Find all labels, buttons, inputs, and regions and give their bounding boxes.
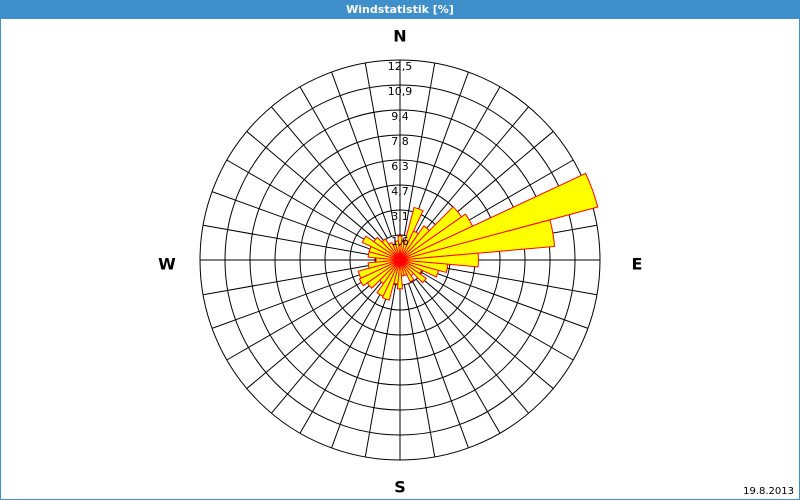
grid-spoke bbox=[403, 62, 436, 236]
wind-bar bbox=[399, 259, 427, 284]
wind-bar bbox=[388, 241, 401, 261]
wind-bar bbox=[396, 259, 404, 290]
grid-spoke bbox=[271, 278, 385, 414]
chart-title: Windstatistik [%] bbox=[346, 3, 454, 16]
grid-spoke bbox=[226, 159, 379, 248]
grid-spoke bbox=[211, 191, 377, 252]
wind-bar bbox=[381, 238, 401, 261]
grid-spoke bbox=[364, 62, 397, 236]
wind-bar bbox=[358, 259, 401, 287]
grid-spoke bbox=[415, 278, 529, 414]
wind-bar bbox=[357, 259, 401, 279]
wind-bar bbox=[399, 172, 599, 261]
wind-bar bbox=[399, 252, 479, 268]
plot: 1,6 3,1 4,7 6,3 7,8 9,4 10,9 12,5 N E S W bbox=[158, 27, 642, 497]
compass-label: N bbox=[393, 27, 406, 46]
grid-spoke bbox=[408, 283, 469, 449]
compass-label: E bbox=[632, 255, 643, 274]
wind-bar bbox=[367, 259, 401, 269]
grid-spoke bbox=[403, 284, 436, 458]
compass-label: S bbox=[394, 478, 406, 497]
grid-spoke bbox=[415, 106, 529, 242]
wind-bar bbox=[399, 259, 415, 283]
center bbox=[396, 256, 404, 264]
grid-spoke bbox=[299, 86, 388, 239]
grid-spoke bbox=[299, 281, 388, 434]
grid-spoke bbox=[202, 224, 376, 257]
grid-spoke bbox=[331, 283, 392, 449]
r-tick-label: 6,3 bbox=[391, 160, 409, 173]
wind-bar bbox=[397, 235, 403, 261]
grid-spoke bbox=[412, 281, 501, 434]
grid-spoke bbox=[246, 275, 382, 389]
grid-spoke bbox=[412, 86, 501, 239]
grid-spoke bbox=[364, 284, 397, 458]
compass-label: W bbox=[158, 255, 176, 274]
wind-bar bbox=[399, 219, 556, 261]
grid-spoke bbox=[211, 268, 377, 329]
r-tick-label: 10,9 bbox=[388, 85, 413, 98]
r-tick-label: 9,4 bbox=[391, 110, 409, 123]
r-tick-label: 3,1 bbox=[391, 210, 409, 223]
grid-spoke bbox=[226, 272, 379, 361]
r-tick-label: 1,6 bbox=[391, 235, 409, 248]
grid-spoke bbox=[424, 263, 598, 296]
date: 19.8.2013 bbox=[743, 486, 794, 497]
wind-bar bbox=[361, 235, 401, 261]
r-tick-label: 7,8 bbox=[391, 135, 409, 148]
wind-bar bbox=[373, 236, 401, 261]
grid-spoke bbox=[202, 263, 376, 296]
r-tick-label: 4,7 bbox=[391, 185, 409, 198]
r-tick-label: 12,5 bbox=[388, 60, 413, 73]
grid-spoke bbox=[423, 268, 589, 329]
grid-spoke bbox=[246, 131, 382, 245]
wind-bar bbox=[394, 240, 401, 261]
grid-spoke bbox=[331, 71, 392, 237]
grid-spoke bbox=[421, 272, 574, 361]
title-bar bbox=[0, 0, 800, 19]
grid-spoke bbox=[418, 275, 554, 389]
grid-spoke bbox=[271, 106, 385, 242]
